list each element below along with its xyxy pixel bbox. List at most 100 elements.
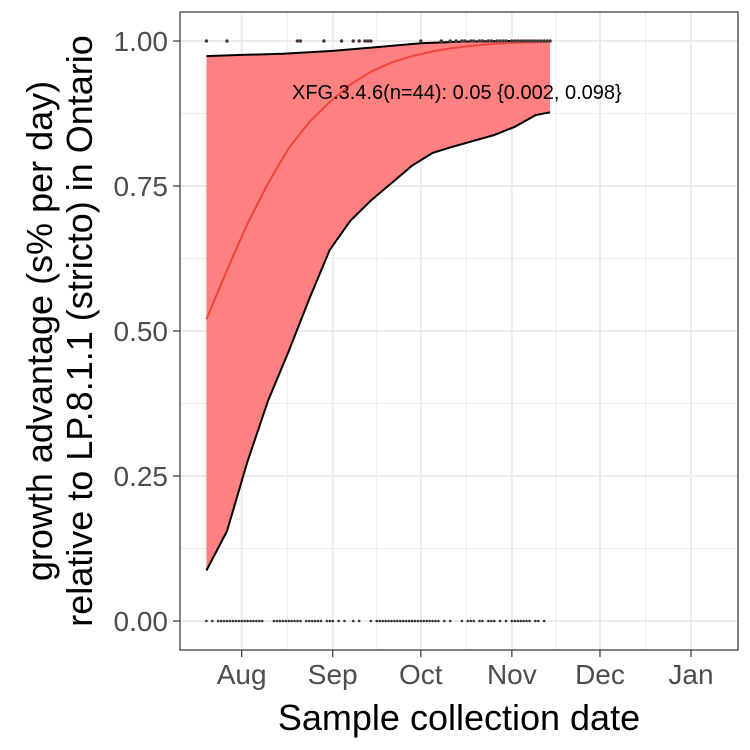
data-point-bottom [534,619,537,623]
data-point-bottom [419,619,423,623]
data-point-top [454,39,458,43]
data-point-bottom [237,619,241,623]
data-point-bottom [310,619,314,623]
data-point-bottom [299,619,302,623]
data-point-bottom [384,619,387,623]
data-point-bottom [216,619,220,623]
data-point-bottom [478,619,481,623]
data-point-bottom [222,619,226,623]
data-point-bottom [381,619,384,623]
data-point-bottom [378,619,382,623]
data-point-bottom [510,619,514,623]
data-point-bottom [313,619,317,623]
data-point-bottom [387,619,390,623]
x-tick-label: Dec [575,659,625,690]
data-point-bottom [307,619,311,623]
data-point-bottom [428,619,431,623]
x-tick-label: Jan [668,659,713,690]
data-point-bottom [504,619,508,623]
data-point-bottom [396,619,399,623]
data-point-bottom [293,619,296,623]
data-point-bottom [443,619,446,623]
data-point-bottom [290,619,293,623]
data-point-top [351,39,356,43]
data-point-bottom [481,619,484,623]
y-axis-ticks: 0.00 0.25 0.50 0.75 1.00 [114,26,180,637]
data-point-bottom [513,619,517,623]
data-point-bottom [492,619,496,623]
data-point-bottom [425,619,428,623]
data-point-bottom [357,619,361,623]
data-point-top [204,39,209,43]
data-point-top [448,39,453,43]
y-axis-title-line-1: growth advantage (s% per day) [19,81,60,581]
data-point-bottom [255,619,258,623]
data-point-bottom [228,619,232,623]
data-point-top [439,39,444,43]
growth-advantage-annotation: XFG.3.4.6(n=44): 0.05 {0.002, 0.098} [292,82,622,104]
data-point-bottom [343,619,346,623]
data-point-bottom [240,619,243,623]
data-point-bottom [246,619,249,623]
data-point-bottom [284,619,288,623]
data-point-bottom [422,619,426,623]
x-tick-label: Sep [308,659,358,690]
data-point-bottom [390,619,393,623]
data-point-bottom [522,619,525,623]
data-point-bottom [325,619,329,623]
data-point-bottom [328,619,332,623]
data-point-bottom [416,619,420,623]
data-point-bottom [525,619,528,623]
y-axis-title-line-2: relative to LP.8.1.1 (stricto) in Ontari… [59,35,100,627]
data-point-bottom [431,619,434,623]
y-tick-label: 0.25 [114,461,169,492]
x-tick-label: Oct [399,659,443,690]
data-point-top [489,39,494,43]
data-point-bottom [498,619,502,623]
data-point-bottom [351,619,355,623]
data-point-bottom [211,619,214,623]
confidence-ribbon-area [206,41,550,571]
fitted-proportion-line [205,40,551,320]
data-point-bottom [234,619,238,623]
lower-bound-line [205,111,551,571]
data-point-top [480,39,485,43]
data-point-bottom [528,619,531,623]
x-axis-ticks: Aug Sep Oct Nov Dec Jan [217,650,714,690]
data-point-bottom [448,619,452,623]
data-point-bottom [487,619,490,623]
data-point-top [418,39,423,43]
data-point-top [357,39,361,43]
data-point-bottom [434,619,437,623]
data-point-bottom [407,619,411,623]
data-point-top [298,39,303,43]
data-point-bottom [519,619,522,623]
y-tick-label: 0.75 [114,171,169,202]
y-tick-label: 0.50 [114,316,169,347]
data-point-bottom [281,619,285,623]
x-axis-title: Sample collection date [278,697,640,738]
data-point-bottom [401,619,405,623]
data-point-top [339,39,344,43]
data-point-bottom [460,619,464,623]
data-point-bottom [205,619,208,623]
y-tick-label: 1.00 [114,26,169,57]
data-point-bottom [272,619,276,623]
data-point-top [369,39,373,43]
x-tick-label: Aug [217,659,267,690]
data-point-bottom [469,619,473,623]
data-point-bottom [472,619,475,623]
data-point-bottom [252,619,255,623]
data-point-top [548,39,552,43]
data-point-bottom [516,619,520,623]
data-point-bottom [490,619,493,623]
data-point-bottom [257,619,261,623]
data-point-bottom [231,619,235,623]
series-lines [205,40,551,571]
data-point-bottom [398,619,402,623]
y-tick-label: 0.00 [114,606,169,637]
data-point-bottom [249,619,252,623]
data-point-top [471,39,476,43]
data-point-bottom [337,619,340,623]
